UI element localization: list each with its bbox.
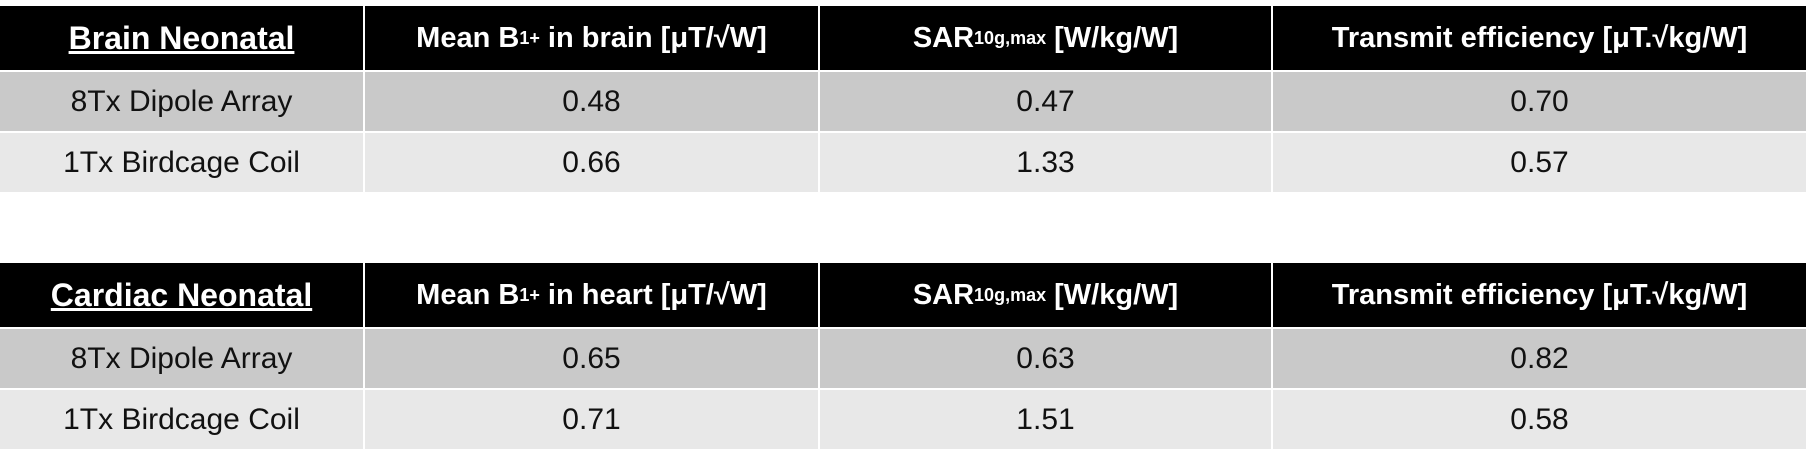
- header-cell: Transmit efficiency [μT.√kg/W]: [1273, 6, 1806, 70]
- header-text: Mean B: [416, 21, 520, 54]
- header-text: [W/kg/W]: [1046, 21, 1179, 54]
- row-label: 1Tx Birdcage Coil: [0, 390, 363, 449]
- header-cell: Mean B 1 + in brain [μT/√W]: [365, 6, 818, 70]
- row-label: 1Tx Birdcage Coil: [0, 133, 363, 192]
- header-text: Transmit efficiency [μT.√kg/W]: [1331, 278, 1748, 311]
- table-cell: 0.57: [1273, 133, 1806, 192]
- row-label: 8Tx Dipole Array: [0, 72, 363, 131]
- row-label: 8Tx Dipole Array: [0, 329, 363, 388]
- table-cell: 0.63: [820, 329, 1271, 388]
- header-text: Mean B: [416, 278, 520, 311]
- header-text: in heart [μT/√W]: [539, 278, 767, 311]
- header-text: Transmit efficiency [μT.√kg/W]: [1331, 21, 1748, 54]
- header-text: 10g,max: [974, 284, 1047, 305]
- header-text: in brain [μT/√W]: [539, 21, 767, 54]
- table-cell: 0.58: [1273, 390, 1806, 449]
- header-text: 1: [519, 284, 530, 305]
- header-cell: Transmit efficiency [μT.√kg/W]: [1273, 263, 1806, 327]
- header-text: +: [529, 284, 540, 305]
- header-text: SAR: [912, 21, 975, 54]
- table-cell: 0.70: [1273, 72, 1806, 131]
- header-cell: SAR 10g,max [W/kg/W]: [820, 263, 1271, 327]
- header-text: 1: [519, 27, 530, 48]
- table-cell: 1.51: [820, 390, 1271, 449]
- table-cell: 0.66: [365, 133, 818, 192]
- table-cell: 0.71: [365, 390, 818, 449]
- table: Cardiac Neonatal Mean B 1 + in heart [μT/√W…: [0, 263, 1806, 449]
- header-text: SAR: [912, 278, 975, 311]
- header-title: Brain Neonatal: [0, 6, 363, 70]
- table-cell: 0.47: [820, 72, 1271, 131]
- table-cell: 1.33: [820, 133, 1271, 192]
- table-cell: 0.65: [365, 329, 818, 388]
- header-title: Cardiac Neonatal: [0, 263, 363, 327]
- header-text: 10g,max: [974, 27, 1047, 48]
- table: Brain Neonatal Mean B 1 + in brain [μT/√W] S…: [0, 6, 1806, 192]
- table-cell: 0.48: [365, 72, 818, 131]
- header-text: [W/kg/W]: [1046, 278, 1179, 311]
- table-cell: 0.82: [1273, 329, 1806, 388]
- header-cell: SAR 10g,max [W/kg/W]: [820, 6, 1271, 70]
- header-text: +: [529, 27, 540, 48]
- header-cell: Mean B 1 + in heart [μT/√W]: [365, 263, 818, 327]
